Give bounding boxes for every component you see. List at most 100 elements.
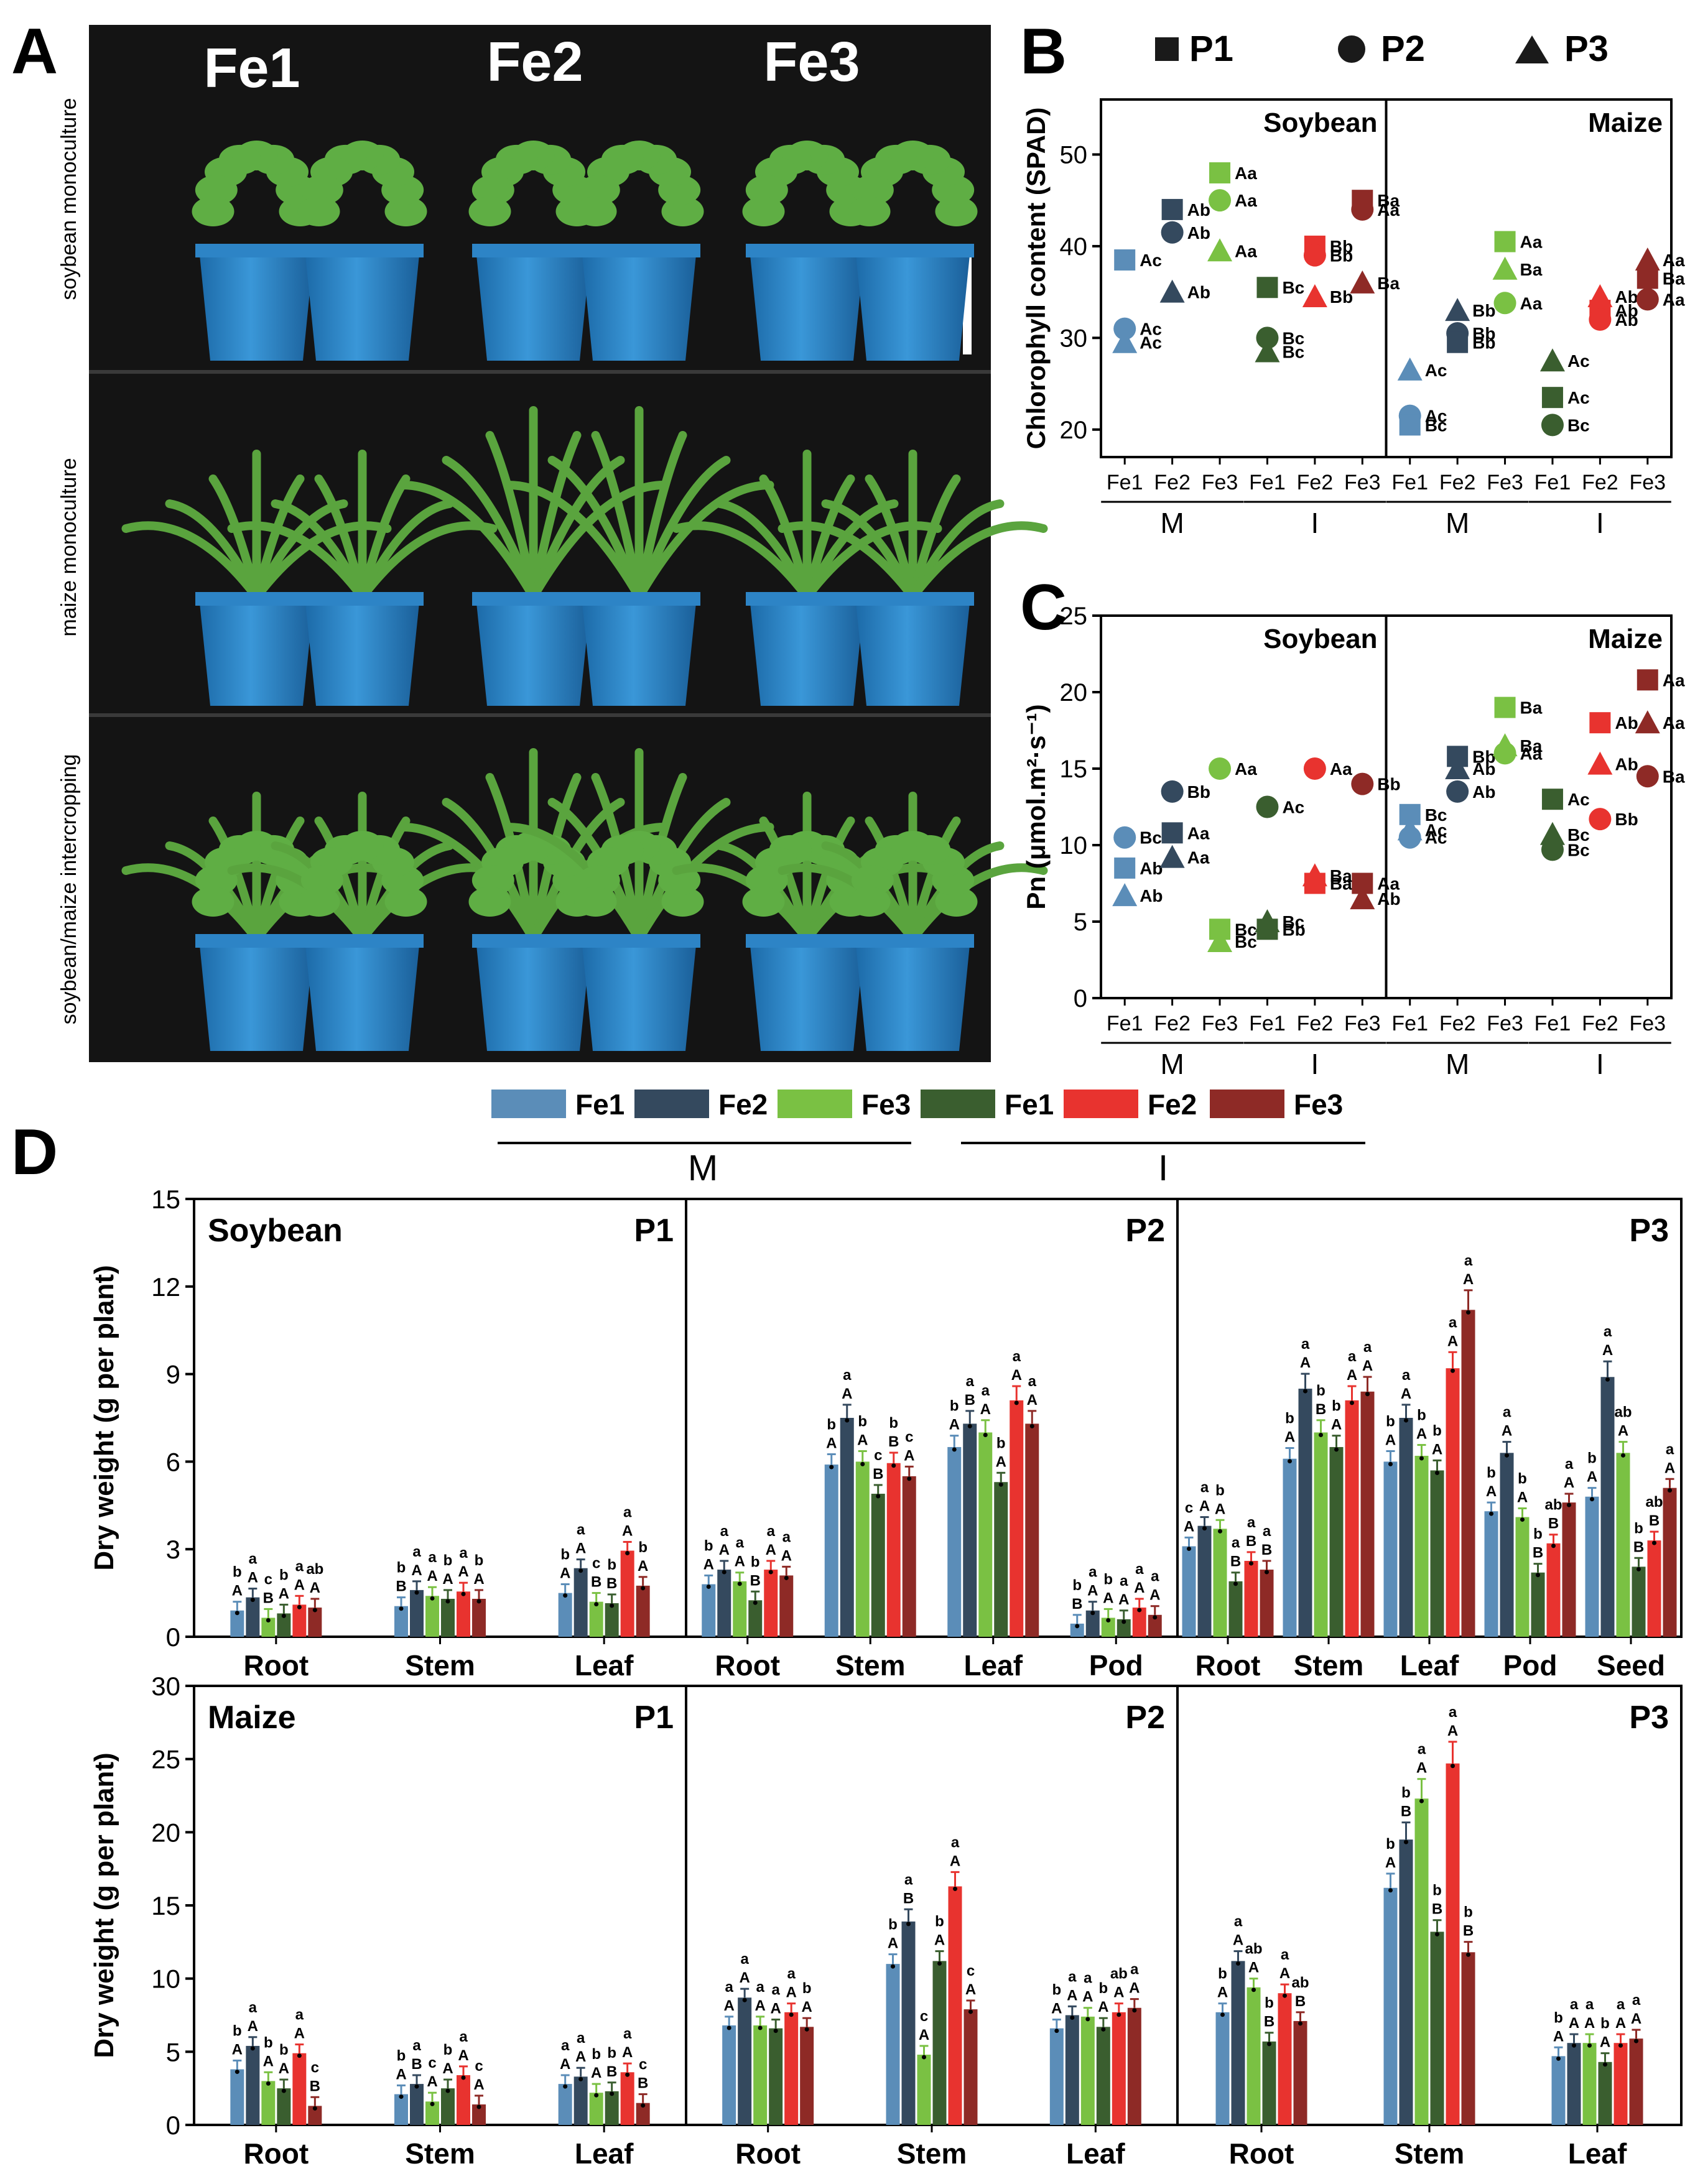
- sig-letter-upper: A: [1385, 1432, 1396, 1449]
- sig-letter-lower: c: [967, 1963, 975, 1979]
- maize-leaf: [442, 798, 538, 943]
- bar: [1551, 2056, 1566, 2125]
- data-point: [1334, 1447, 1339, 1452]
- sig-letter-upper: B: [606, 1575, 617, 1592]
- data-point: [578, 2076, 583, 2081]
- sig-letter-lower: a: [249, 1999, 258, 2016]
- sig-letter-upper: A: [560, 1565, 570, 1582]
- y-tick-label: 12: [151, 1272, 180, 1302]
- marker-circle: [1541, 414, 1564, 437]
- bar: [1112, 2012, 1126, 2125]
- marker-square: [1541, 789, 1563, 810]
- y-tick-label: 25: [1060, 603, 1088, 630]
- sig-letter-upper: A: [996, 1453, 1006, 1470]
- sig-letter-lower: a: [1151, 1568, 1159, 1585]
- sig-letter-upper: A: [1098, 1999, 1108, 2015]
- bar: [702, 1584, 716, 1637]
- bar: [1613, 2043, 1628, 2125]
- data-point: [1075, 1624, 1080, 1629]
- sig-letter-lower: b: [802, 1980, 812, 1997]
- bar: [425, 1596, 439, 1637]
- sig-letter-upper: A: [1631, 2010, 1641, 2027]
- data-point: [476, 2104, 481, 2109]
- sig-letter-lower: a: [1028, 1373, 1037, 1390]
- sig-letter-upper: A: [427, 1568, 437, 1585]
- x-tick-label: Fe2: [1582, 1012, 1618, 1035]
- sig-letter-lower: a: [1135, 1561, 1144, 1578]
- sig-letter-upper: A: [1447, 1723, 1458, 1739]
- data-point: [1117, 2012, 1121, 2017]
- sig-letter-lower: a: [1666, 1441, 1674, 1458]
- data-point: [414, 2084, 419, 2089]
- sig-letter-lower: a: [1449, 1704, 1457, 1721]
- soybean-leaf: [742, 197, 785, 226]
- significance-label: Ba: [1330, 866, 1352, 886]
- x-tick-label: Fe3: [1487, 471, 1523, 494]
- data-point: [1014, 1400, 1019, 1405]
- significance-label: Ba: [1377, 191, 1400, 210]
- sig-letter-lower: a: [412, 2037, 421, 2054]
- data-point: [461, 2075, 466, 2080]
- significance-label: Ab: [1187, 200, 1210, 220]
- sig-letter-upper: A: [1618, 1423, 1628, 1440]
- sig-letter-upper: A: [294, 2025, 305, 2042]
- bar: [1383, 1461, 1398, 1637]
- y-tick-label: 30: [1060, 325, 1088, 352]
- sig-letter-upper: A: [279, 1585, 289, 1602]
- sig-letter-lower: c: [264, 1571, 272, 1588]
- bar: [1262, 2041, 1276, 2125]
- significance-label: Ab: [1615, 713, 1638, 733]
- data-point: [967, 1423, 972, 1428]
- sig-letter-lower: b: [443, 1552, 453, 1569]
- bar: [1065, 2015, 1079, 2125]
- sig-letter-upper: A: [294, 1576, 305, 1593]
- data-point: [1085, 2017, 1090, 2022]
- sig-letter-lower: a: [1089, 1564, 1097, 1581]
- sig-letter-lower: b: [1386, 1836, 1395, 1853]
- data-point: [737, 1581, 742, 1586]
- bar: [1329, 1446, 1344, 1637]
- significance-label: Ac: [1567, 351, 1590, 371]
- sig-letter-upper: B: [1649, 1512, 1660, 1529]
- sig-letter-upper: A: [1184, 1518, 1194, 1535]
- data-point: [281, 1613, 286, 1618]
- period-title: P3: [1629, 1700, 1669, 1736]
- sig-letter-lower: ab: [1291, 1974, 1309, 1991]
- sig-letter-lower: b: [950, 1398, 959, 1415]
- data-point: [953, 1886, 957, 1891]
- data-point: [461, 1591, 466, 1596]
- soybean-leaf: [192, 197, 234, 226]
- sig-letter-lower: b: [1634, 1520, 1643, 1537]
- bar: [308, 2106, 322, 2125]
- data-point: [1365, 1392, 1370, 1397]
- pot: [750, 939, 865, 1051]
- bar: [824, 1464, 838, 1637]
- sig-letter-upper: A: [1027, 1392, 1038, 1409]
- bar: [1260, 1570, 1274, 1637]
- marker-triangle: [1587, 751, 1613, 775]
- sig-letter-upper: A: [949, 1417, 960, 1433]
- data-point: [1567, 1502, 1571, 1507]
- sig-letter-upper: A: [1113, 1984, 1124, 2001]
- significance-label: Ba: [1377, 274, 1400, 293]
- marker-triangle: [1159, 279, 1185, 303]
- data-point: [722, 1570, 727, 1575]
- sig-letter-upper: A: [739, 1969, 750, 1986]
- sig-letter-lower: b: [264, 2034, 273, 2051]
- panel-title-maize: Maize: [1588, 624, 1663, 654]
- data-point: [1404, 1418, 1408, 1423]
- data-point: [784, 1575, 789, 1580]
- sig-letter-upper: A: [1587, 1469, 1597, 1486]
- significance-label: Aa: [1187, 823, 1210, 843]
- soybean-leaf: [468, 887, 511, 917]
- sig-letter-upper: A: [310, 1580, 320, 1596]
- data-point: [1350, 1400, 1354, 1405]
- bar: [1629, 2038, 1643, 2125]
- marker-circle: [1113, 826, 1136, 849]
- significance-label: Ab: [1377, 889, 1400, 909]
- bar: [1293, 2020, 1307, 2125]
- data-point: [625, 1551, 630, 1556]
- significance-label: Bc: [1425, 805, 1447, 825]
- y-axis-label: Dry weight (g per plant): [89, 1752, 119, 2058]
- data-point: [753, 1600, 758, 1605]
